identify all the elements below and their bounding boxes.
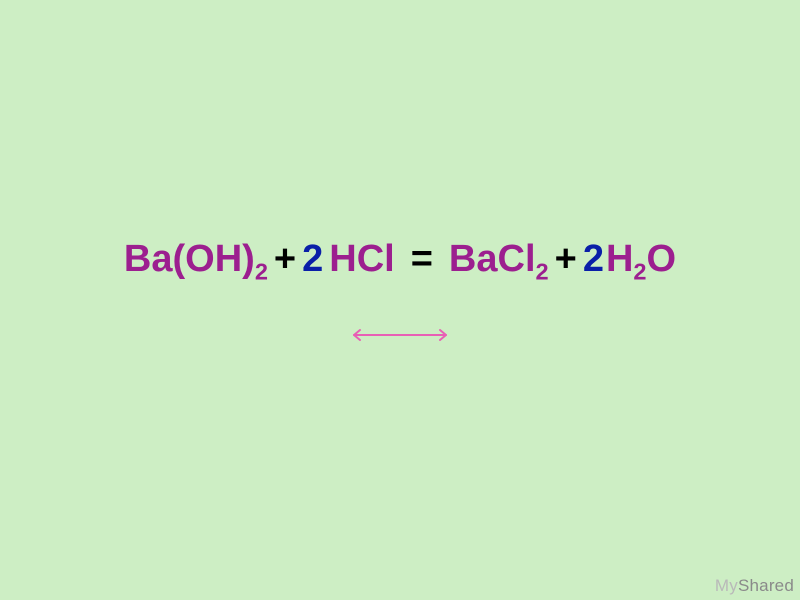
operator-plus-1: + <box>274 238 296 281</box>
product-h2o: H2O <box>606 238 676 281</box>
reactant-hcl: HCl <box>329 238 394 281</box>
product-bacl2: BaCl2 <box>449 238 549 281</box>
coefficient-h2o: 2 <box>583 238 604 281</box>
chemical-equation: Ba(OH)2 + 2 HCl = BaCl2 + 2 H2O <box>124 238 676 281</box>
double-arrow-icon <box>350 327 450 343</box>
watermark: MyShared <box>715 576 794 596</box>
coefficient-hcl: 2 <box>302 238 323 281</box>
watermark-shared: Shared <box>738 576 794 595</box>
double-arrow-svg <box>350 327 450 343</box>
reactant-baoh2: Ba(OH)2 <box>124 238 268 281</box>
operator-equals: = <box>411 238 433 281</box>
operator-plus-2: + <box>555 238 577 281</box>
slide-background: Ba(OH)2 + 2 HCl = BaCl2 + 2 H2O MyShared <box>0 0 800 600</box>
watermark-my: My <box>715 576 738 595</box>
